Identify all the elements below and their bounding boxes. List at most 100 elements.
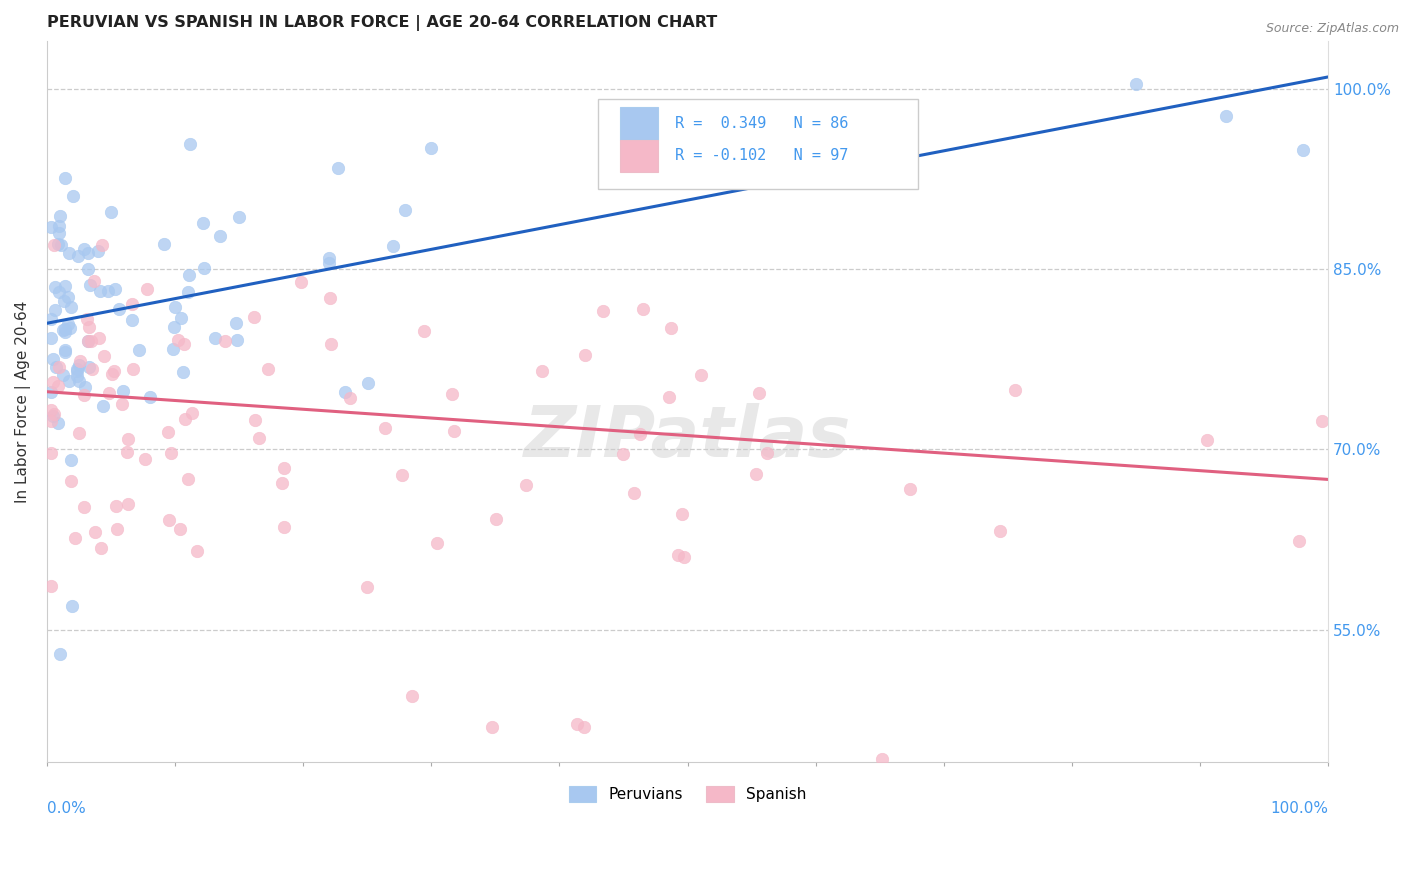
Point xyxy=(666,548,689,562)
Point xyxy=(48,379,70,393)
Point xyxy=(39,579,62,593)
Point xyxy=(97,386,120,401)
Point xyxy=(356,376,378,391)
Point xyxy=(426,535,449,549)
Point xyxy=(55,278,77,293)
Text: 0.0%: 0.0% xyxy=(46,801,86,816)
Point xyxy=(39,402,62,417)
Point xyxy=(172,365,194,379)
Point xyxy=(159,446,181,460)
Point xyxy=(273,461,295,475)
Point xyxy=(48,285,70,299)
Point xyxy=(73,242,96,256)
Point xyxy=(1310,414,1333,428)
Text: ZIPatlas: ZIPatlas xyxy=(524,403,851,472)
Point xyxy=(181,406,204,420)
Point xyxy=(193,261,215,276)
Point xyxy=(48,226,70,240)
Point xyxy=(381,239,404,253)
Text: Source: ZipAtlas.com: Source: ZipAtlas.com xyxy=(1265,22,1399,36)
Point xyxy=(898,483,921,497)
Point xyxy=(72,500,94,514)
Point xyxy=(117,432,139,446)
Point xyxy=(48,219,70,234)
Point xyxy=(39,446,62,460)
Point xyxy=(58,374,80,388)
Point xyxy=(247,431,270,445)
Point xyxy=(104,282,127,296)
Point xyxy=(623,486,645,500)
Point xyxy=(39,312,62,326)
Point xyxy=(290,275,312,289)
Text: 100.0%: 100.0% xyxy=(1270,801,1329,816)
Point xyxy=(60,474,83,488)
Point xyxy=(592,304,614,318)
Point xyxy=(226,333,249,347)
Point xyxy=(79,277,101,292)
Point xyxy=(45,359,67,374)
Point xyxy=(208,228,231,243)
Point xyxy=(659,321,682,335)
Point xyxy=(1004,384,1026,398)
Point xyxy=(374,421,396,435)
Point xyxy=(42,238,65,252)
Point xyxy=(101,367,124,381)
Point xyxy=(318,256,340,270)
Point xyxy=(121,297,143,311)
Point xyxy=(66,363,89,377)
Point xyxy=(319,337,342,351)
Point xyxy=(97,285,120,299)
Point xyxy=(56,317,79,331)
Point xyxy=(73,388,96,402)
Point xyxy=(1197,434,1219,448)
Point xyxy=(165,301,187,315)
FancyBboxPatch shape xyxy=(598,98,918,189)
Point xyxy=(273,520,295,534)
Point xyxy=(243,310,266,324)
Point xyxy=(91,399,114,413)
Point xyxy=(270,475,292,490)
Point xyxy=(52,324,75,338)
Point xyxy=(48,360,70,375)
Point xyxy=(121,361,143,376)
Point xyxy=(67,375,90,389)
Point xyxy=(79,334,101,349)
Point xyxy=(420,140,443,154)
Point xyxy=(111,397,134,411)
Point xyxy=(100,205,122,219)
Point xyxy=(103,364,125,378)
Point xyxy=(44,303,66,318)
Point xyxy=(58,246,80,260)
Point xyxy=(65,369,87,384)
Point xyxy=(52,368,75,383)
Point xyxy=(39,384,62,399)
Point xyxy=(67,358,90,372)
Text: PERUVIAN VS SPANISH IN LABOR FORCE | AGE 20-64 CORRELATION CHART: PERUVIAN VS SPANISH IN LABOR FORCE | AGE… xyxy=(46,15,717,31)
Point xyxy=(76,312,98,326)
Point xyxy=(66,362,89,376)
Point xyxy=(870,752,893,766)
Point xyxy=(574,720,596,734)
Point xyxy=(177,285,200,299)
Point xyxy=(69,354,91,368)
Point xyxy=(87,244,110,259)
Point xyxy=(245,413,267,427)
Point xyxy=(89,284,111,298)
Point xyxy=(46,237,69,252)
Point xyxy=(53,170,76,185)
Point xyxy=(612,447,634,461)
Point xyxy=(59,320,82,334)
Point xyxy=(138,390,160,404)
Point xyxy=(1291,143,1313,157)
Point xyxy=(60,599,83,613)
Point xyxy=(42,409,65,424)
Point xyxy=(49,647,72,661)
Point xyxy=(39,331,62,345)
Point xyxy=(77,334,100,348)
Point xyxy=(671,508,693,522)
Point xyxy=(117,497,139,511)
Point xyxy=(690,368,713,382)
Point xyxy=(39,220,62,235)
Point xyxy=(44,280,66,294)
Point xyxy=(134,451,156,466)
